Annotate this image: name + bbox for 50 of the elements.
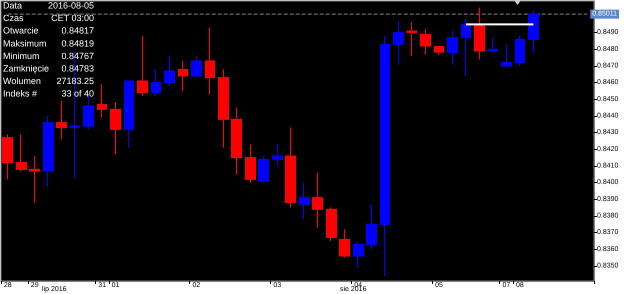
annotation: Data bbox=[3, 0, 22, 10]
candlestick bbox=[366, 204, 377, 250]
candlestick bbox=[164, 56, 175, 86]
candlestick bbox=[407, 22, 417, 56]
candlestick bbox=[528, 10, 539, 54]
candlestick bbox=[56, 100, 67, 140]
annotation: Otwarcie bbox=[3, 26, 39, 36]
candlestick bbox=[97, 84, 107, 118]
annotation: 0.84817 bbox=[61, 26, 94, 36]
candlestick bbox=[420, 28, 431, 55]
candlestick bbox=[205, 27, 215, 95]
candlestick bbox=[515, 36, 525, 66]
candlestick bbox=[353, 242, 364, 268]
annotation: Minimum bbox=[3, 50, 40, 61]
annotation: CET 03:00 bbox=[51, 13, 94, 24]
candlestick bbox=[447, 30, 458, 65]
candlestick bbox=[43, 116, 54, 186]
candlestick bbox=[285, 127, 296, 208]
candlestick bbox=[110, 102, 121, 155]
candlestick bbox=[434, 46, 444, 56]
candlestick bbox=[474, 7, 485, 60]
candlestick bbox=[191, 56, 202, 76]
candlestick bbox=[2, 134, 13, 180]
candlestick bbox=[258, 156, 269, 184]
candlestick bbox=[299, 182, 310, 220]
annotation: Maksimum bbox=[3, 38, 47, 48]
annotation: 2016-08-05 bbox=[48, 0, 94, 10]
candlestick bbox=[137, 36, 148, 96]
candlestick bbox=[488, 37, 498, 54]
candlestick bbox=[178, 60, 188, 92]
candlestick bbox=[16, 134, 27, 172]
annotation: Zamknięcie bbox=[3, 64, 50, 74]
candlestick bbox=[501, 44, 512, 66]
annotation: 0.84819 bbox=[61, 38, 94, 48]
candlestick bbox=[231, 107, 242, 175]
candlestick bbox=[29, 156, 40, 204]
candlestick bbox=[218, 68, 229, 148]
candlestick bbox=[245, 144, 256, 184]
candlestick bbox=[339, 228, 350, 258]
candlestick bbox=[124, 80, 134, 148]
annotation: Indeks # bbox=[3, 88, 38, 99]
candlestick bbox=[380, 36, 390, 276]
annotation: Wolumen bbox=[3, 76, 41, 86]
annotation: Czas bbox=[3, 13, 24, 24]
candlestick bbox=[326, 207, 337, 242]
candlestick bbox=[312, 172, 323, 228]
candlestick bbox=[461, 18, 471, 76]
candlestick bbox=[393, 20, 404, 65]
candlestick bbox=[272, 144, 283, 166]
candlestick bbox=[151, 68, 161, 96]
